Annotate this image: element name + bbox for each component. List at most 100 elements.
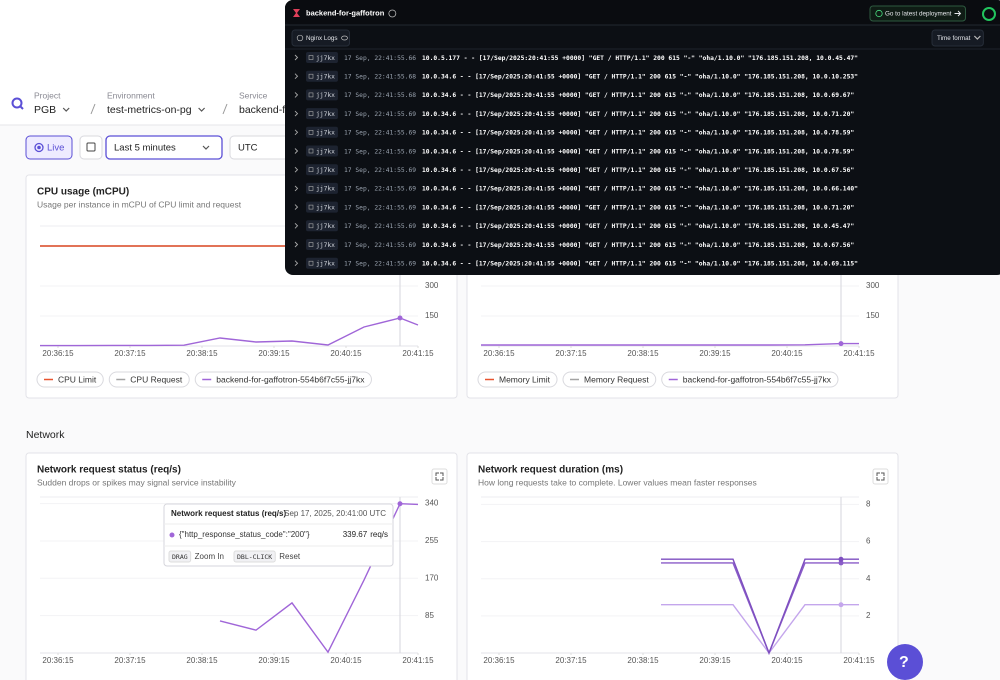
x-tick-label: 20:38:15 [186,349,218,358]
y-tick-label: 8 [866,500,871,509]
latest-deployment-button[interactable]: Go to latest deployment [869,5,967,22]
chevron-icon [62,107,70,112]
log-row[interactable]: jj7kx 17 Sep, 22:41:55.69 10.0.34.6 - - [1… [294,220,854,232]
pod-chip [306,52,338,63]
legend-label: backend-for-gaffotron-554b6f7c55-jj7kx [683,374,832,384]
tooltip-value: 339.67 [343,530,368,539]
calendar-button[interactable] [79,135,103,160]
help-label: ? [899,654,909,671]
log-time: 17 Sep, 22:41:55.69 [344,186,416,193]
hover-point [397,315,403,321]
log-time: 17 Sep, 22:41:55.68 [344,74,416,81]
y-tick-label: 300 [425,281,439,290]
x-tick-label: 20:38:15 [627,349,659,358]
live-button[interactable]: Live [25,135,73,160]
arrow-icon [954,10,962,17]
chart-title: Network request status (req/s) [37,465,181,476]
eye-icon [341,35,348,41]
log-time: 17 Sep, 22:41:55.66 [344,55,416,62]
log-row[interactable]: jj7kx 17 Sep, 22:41:55.66 10.0.5.177 - - [… [294,52,858,63]
legend-item[interactable]: Memory Request [562,371,657,388]
pod-icon [308,167,314,172]
breadcrumb-separator [222,103,228,115]
x-tick-label: 20:41:15 [843,656,875,665]
log-row[interactable]: jj7kx 17 Sep, 22:41:55.68 10.0.34.6 - - [1… [294,89,854,101]
chart-subtitle: How long requests take to complete. Lowe… [478,477,757,487]
pod-icon [308,92,314,98]
expand-button[interactable] [431,468,448,485]
x-tick-label: 20:38:15 [627,656,659,665]
log-row[interactable]: jj7kx 17 Sep, 22:41:55.69 10.0.34.6 - - [1… [294,239,854,250]
tooltip-time: Sep 17, 2025, 20:41:00 UTC [284,509,386,518]
log-row[interactable]: jj7kx 17 Sep, 22:41:55.69 10.0.34.6 - - [1… [294,201,854,213]
live-icon [34,142,44,153]
y-tick-label: 150 [425,311,439,320]
legend-pill [194,371,372,388]
x-tick-label: 20:37:15 [114,349,146,358]
legend-pill [108,371,190,388]
time-format-select[interactable]: Time format [931,29,984,47]
log-message: 10.0.34.6 - - [17/Sep/2025:20:41:55 +000… [422,92,854,99]
log-message: 10.0.5.177 - - [17/Sep/2025:20:41:55 +00… [422,55,858,62]
log-row[interactable]: jj7kx 17 Sep, 22:41:55.69 10.0.34.6 - - [1… [294,164,854,176]
hover-point [838,341,844,347]
expand-icon [876,472,885,481]
live-icon-dot [37,145,41,150]
pod-name: jj7kx [316,223,335,230]
legend-item[interactable]: CPU Limit [36,371,104,388]
log-message: 10.0.34.6 - - [17/Sep/2025:20:41:55 +000… [422,111,854,118]
chart-title: Network request duration (ms) [478,465,623,476]
help-circle [887,644,923,680]
status-ring [982,7,996,21]
legend-item[interactable]: backend-for-gaffotron-554b6f7c55-jj7kx [194,371,372,388]
legend-label: CPU Request [130,374,183,384]
log-titlebar [285,0,1000,25]
hint-key: DBL-CLICK [237,553,272,561]
log-row[interactable]: jj7kx 17 Sep, 22:41:55.69 10.0.34.6 - - [1… [294,126,854,138]
section-title: Network [26,429,65,441]
log-row[interactable]: jj7kx 17 Sep, 22:41:55.69 10.0.34.6 - - [1… [294,108,854,120]
project-icon [11,97,24,110]
log-message: 10.0.34.6 - - [17/Sep/2025:20:41:55 +000… [422,261,858,268]
log-source-chip[interactable]: Nginx Logs [291,29,351,47]
legend-item[interactable]: Memory Limit [477,371,558,388]
tooltip-unit: req/s [370,530,388,539]
log-message: 10.0.34.6 - - [17/Sep/2025:20:41:55 +000… [422,130,854,137]
legend-pill [36,371,104,388]
x-tick-label: 20:40:15 [330,656,362,665]
log-title: backend-for-gaffotron [306,8,385,17]
x-tick-label: 20:36:15 [483,656,515,665]
x-tick-label: 20:37:15 [555,656,587,665]
log-row[interactable]: jj7kx 17 Sep, 22:41:55.68 10.0.34.6 - - [1… [294,70,858,82]
log-row[interactable]: jj7kx 17 Sep, 22:41:55.69 10.0.34.6 - - [1… [294,145,854,157]
legend-item[interactable]: CPU Request [108,371,190,388]
pod-name: jj7kx [316,242,335,249]
log-row[interactable]: jj7kx 17 Sep, 22:41:55.69 10.0.34.6 - - [1… [294,257,858,269]
pod-name: jj7kx [316,204,335,211]
pod-name: jj7kx [316,111,335,118]
breadcrumb-label: Service [239,90,268,100]
log-window: backend-for-gaffotron Go to latest deploy… [285,0,1000,275]
range-select[interactable]: Last 5 minutes [105,135,223,160]
help-button[interactable]: ? [887,644,923,680]
expand-chevron [294,260,299,267]
log-time: 17 Sep, 22:41:55.69 [344,261,416,268]
calendar-icon [86,142,96,152]
pod-icon [308,204,314,210]
legend-item[interactable]: backend-for-gaffotron-554b6f7c55-jj7kx [661,371,839,388]
breadcrumb-item[interactable]: Environment test-metrics-on-pg [107,90,206,116]
hover-point [397,501,403,507]
log-message: 10.0.34.6 - - [17/Sep/2025:20:41:55 +000… [422,186,858,193]
chip-bg [291,29,351,47]
log-row[interactable]: jj7kx 17 Sep, 22:41:55.69 10.0.34.6 - - [1… [294,182,858,194]
pod-chip [306,70,338,82]
breadcrumb-item[interactable]: Project PGB [34,90,70,116]
log-message: 10.0.34.6 - - [17/Sep/2025:20:41:55 +000… [422,167,854,174]
pod-name: jj7kx [316,130,335,137]
y-tick-label: 6 [866,537,871,546]
expand-chevron [294,73,299,80]
expand-button[interactable] [872,468,889,485]
x-tick-label: 20:37:15 [555,349,587,358]
tooltip-swatch [169,532,175,538]
